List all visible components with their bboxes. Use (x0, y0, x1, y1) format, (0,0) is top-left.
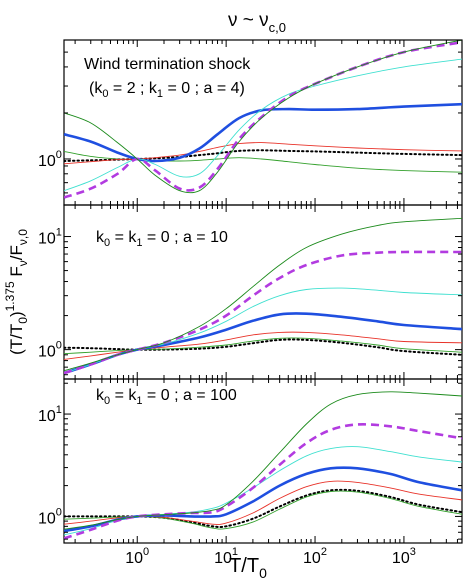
ylabel-sub: 0 (16, 317, 30, 324)
panel-bottom-series (64, 391, 462, 540)
title-main: ν ~ ν (228, 10, 269, 31)
annot-part: k (96, 387, 105, 404)
y-tick-label: 100 (38, 340, 62, 361)
ylabel-part: F (7, 266, 26, 281)
y-tick-label: 100 (38, 506, 62, 527)
panel-bottom-ticks: 100 101 100 101 102 103 (38, 379, 462, 567)
annot-part: = 0 ; a = 4) (163, 80, 245, 97)
panel-bottom-annotation: k0 = k1 = 0 ; a = 100 (96, 387, 237, 407)
series-line-thin-darkgreen (64, 40, 462, 194)
x-tick-label: 102 (303, 546, 327, 567)
annot-sub: 1 (157, 88, 163, 100)
ylabel-part: /F (7, 245, 26, 260)
annot-part: = k (110, 387, 137, 404)
panel-top-annotation-line1: Wind termination shock (84, 56, 251, 73)
y-tick-label: 101 (38, 404, 62, 425)
ylabel-sup: 1.375 (3, 281, 17, 311)
ylabel-sub: ν,0 (16, 229, 30, 245)
y-tick-label: 100 (38, 149, 62, 170)
panel-middle: 100 101 k0 = k1 = 0 ; a = 10 (38, 204, 463, 380)
annot-sub: 1 (136, 395, 142, 407)
x-axis-label: T/T0 (229, 555, 267, 580)
series-line-black-dotted (64, 338, 462, 356)
xlabel-sub: 0 (259, 565, 267, 580)
y-tick-label: 101 (38, 227, 62, 248)
panel-bottom: 100 101 100 101 102 103 k0 = k1 = 0 ; a = 100 (38, 378, 463, 567)
annot-part: = 2 ; k (108, 80, 157, 97)
series-line-thick-blue (64, 102, 462, 163)
series-line-thin-cyan (64, 58, 462, 192)
annot-sub: 0 (102, 88, 108, 100)
ylabel-part: (T/T (7, 324, 26, 355)
series-line-thin-darkgreen (64, 391, 462, 530)
series-line-thin-red (64, 331, 462, 360)
panel-middle-series (64, 217, 462, 375)
panel-bottom-frame (63, 378, 463, 544)
panel-middle-annotation: k0 = k1 = 0 ; a = 10 (96, 229, 228, 249)
x-tick-label: 103 (392, 546, 416, 567)
y-axis-label: (T/T0)1.375 Fν/Fν,0 (3, 229, 30, 355)
x-tick-label: 100 (125, 546, 149, 567)
x-tick-label: 101 (214, 546, 238, 567)
series-line-dashed-magenta (64, 250, 462, 375)
ylabel-part: ) (7, 311, 26, 317)
panel-top: 100 Wind termination shock (k0 = 2 ; k1 … (38, 39, 463, 206)
series-line-thin-green (64, 337, 462, 355)
annot-sub: 0 (104, 237, 110, 249)
panel-top-annotation-line2: (k0 = 2 ; k1 = 0 ; a = 4) (89, 80, 245, 100)
series-line-thin-red (64, 142, 462, 165)
series-line-thin-cyan (64, 287, 462, 374)
xlabel-part: T/T (229, 555, 259, 577)
annot-part: k (96, 229, 105, 246)
figure-title: ν ~ νc,0 (228, 10, 286, 35)
annot-part: = 0 ; a = 10 (142, 229, 228, 246)
series-line-thick-blue (64, 312, 462, 375)
title-subscript: c,0 (269, 20, 286, 35)
panel-top-series (64, 40, 462, 199)
annot-sub: 0 (104, 395, 110, 407)
annot-part: (k (89, 80, 103, 97)
annot-part: = 0 ; a = 100 (142, 387, 236, 404)
panel-top-ticks: 100 (38, 39, 462, 206)
panel-middle-ticks: 100 101 (38, 205, 462, 379)
annot-part: = k (110, 229, 137, 246)
annot-sub: 1 (136, 237, 142, 249)
series-line-thin-darkgreen (64, 217, 462, 372)
ylabel-sub: ν (16, 260, 30, 266)
